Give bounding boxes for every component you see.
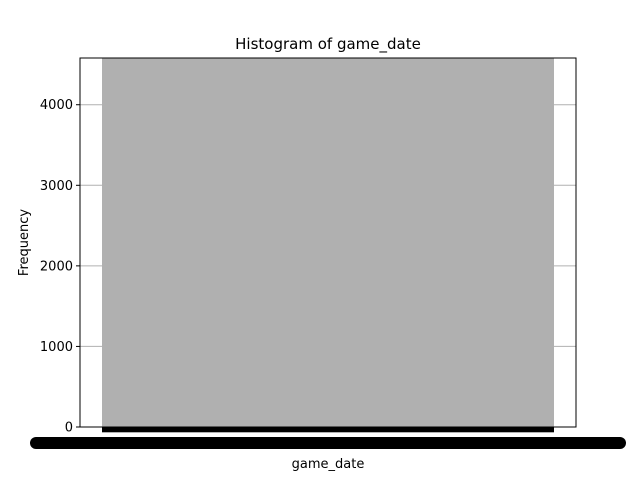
x-tick-layer [30, 437, 626, 449]
chart-title: Histogram of game_date [235, 35, 421, 54]
x-tick-labels-overlap [30, 437, 626, 449]
histogram-bar [102, 58, 554, 433]
y-tick-label: 3000 [40, 179, 73, 194]
y-tick-layer: 0 1000 2000 3000 4000 [40, 98, 80, 436]
y-tick-label: 1000 [40, 340, 73, 355]
y-tick-label: 0 [65, 421, 73, 436]
x-axis-label: game_date [292, 457, 365, 472]
y-tick-label: 4000 [40, 98, 73, 113]
y-tick-label: 2000 [40, 259, 73, 274]
axes-layer [79, 57, 577, 428]
bin-edge-rug [102, 427, 554, 432]
y-axis-label: Frequency [17, 209, 32, 276]
plot-frame [79, 57, 577, 428]
bar-layer [102, 58, 554, 433]
